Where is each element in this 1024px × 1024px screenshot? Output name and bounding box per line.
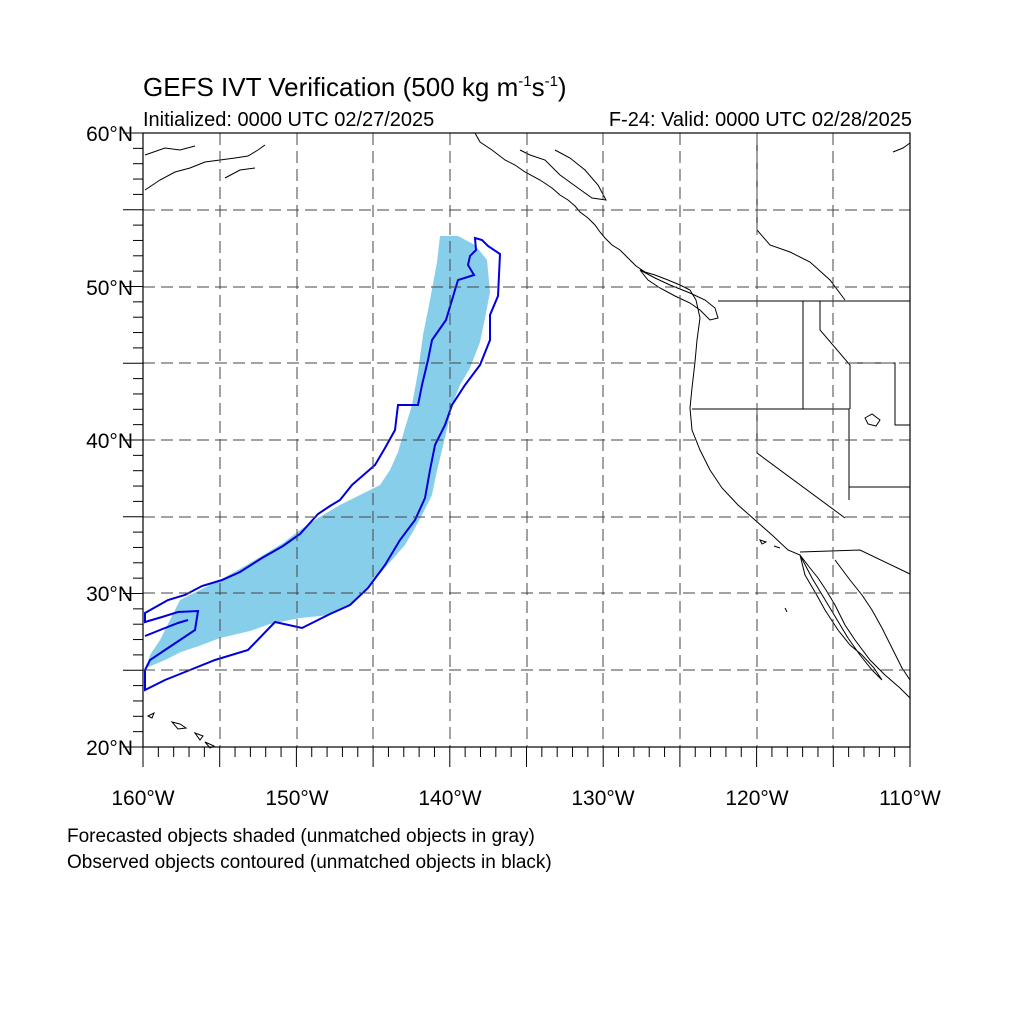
legend-note-forecast: Forecasted objects shaded (unmatched obj… <box>67 826 535 847</box>
lat-label-30: 30°N <box>86 583 133 606</box>
lon-label-160: 160°W <box>111 787 174 810</box>
latitude-labels: 20°N 30°N 40°N 50°N 60°N <box>86 123 133 760</box>
alaska-coast <box>474 132 697 301</box>
us-state-lines <box>692 301 911 575</box>
lat-label-20: 20°N <box>86 737 133 760</box>
canada-coast-mountains <box>756 133 846 301</box>
baja-california <box>799 554 883 681</box>
longitude-labels: 160°W 150°W 140°W 130°W 120°W 110°W <box>111 787 941 810</box>
alaska-peninsula <box>144 144 266 191</box>
southeast-alaska <box>519 149 607 201</box>
channel-islands <box>759 539 788 613</box>
coastlines <box>144 132 911 749</box>
west-coast <box>689 299 911 699</box>
lat-label-50: 50°N <box>86 277 133 300</box>
hudson-coast-ne <box>892 142 911 153</box>
gulf-of-california <box>834 559 911 681</box>
great-salt-lake <box>864 413 881 427</box>
valid-time: F-24: Valid: 0000 UTC 02/28/2025 <box>608 109 912 131</box>
lat-label-60: 60°N <box>86 123 133 146</box>
lon-label-140: 140°W <box>418 787 481 810</box>
lon-label-150: 150°W <box>265 787 328 810</box>
initialized-time: Initialized: 0000 UTC 02/27/2025 <box>143 109 435 131</box>
lon-label-130: 130°W <box>571 787 634 810</box>
observed-ivt-contour-tail <box>144 619 189 637</box>
hawaii-islands <box>146 711 216 749</box>
vancouver-island <box>639 269 719 321</box>
lon-label-110: 110°W <box>879 787 941 810</box>
gridlines <box>143 133 910 747</box>
lat-label-40: 40°N <box>86 430 133 453</box>
map-title: GEFS IVT Verification (500 kg m-1s-1) <box>143 72 567 102</box>
lon-label-120: 120°W <box>725 787 788 810</box>
forecast-ivt-object <box>146 236 490 668</box>
legend-note-observed: Observed objects contoured (unmatched ob… <box>67 852 552 873</box>
axis-ticks <box>123 132 911 767</box>
observed-ivt-contour <box>144 236 502 692</box>
